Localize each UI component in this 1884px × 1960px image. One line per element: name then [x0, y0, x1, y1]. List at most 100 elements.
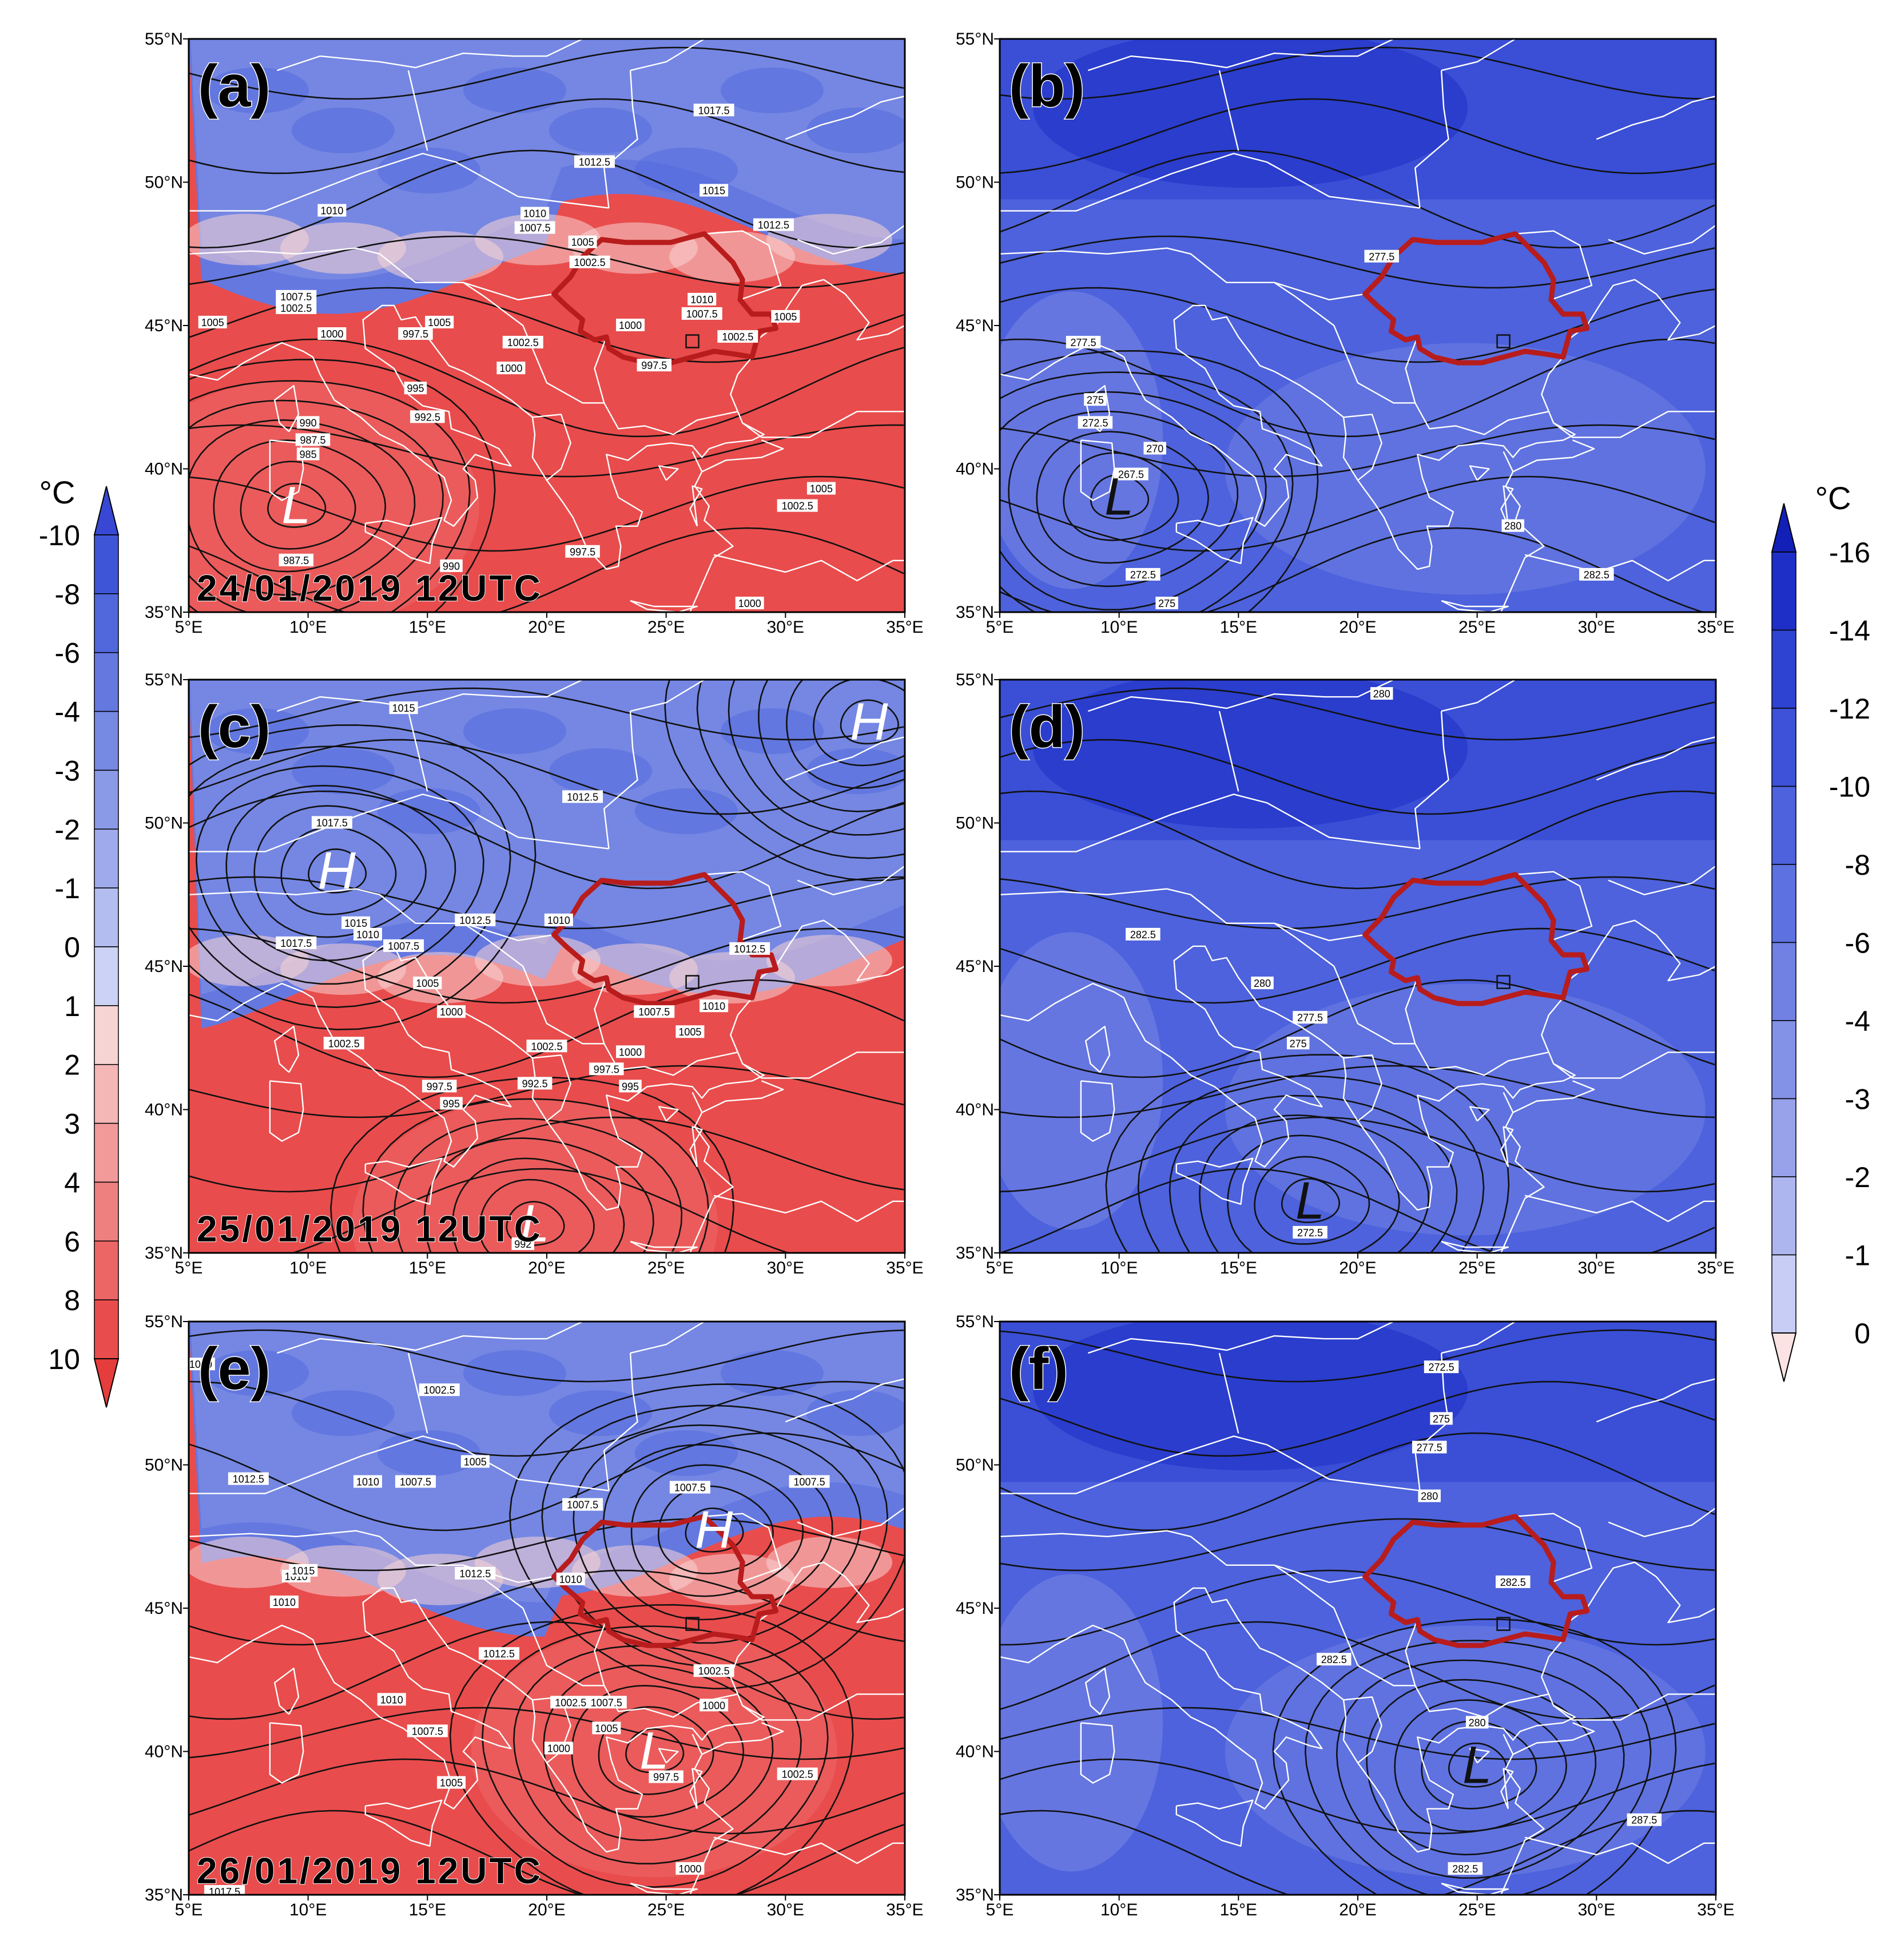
isobar: [625, 1728, 685, 1773]
map-panel-a: 1017.5 1015 1012.5 1012.5 1010 1010 1007.5 1005…: [145, 30, 924, 637]
isobar-label-bg: [687, 292, 717, 305]
isobar: [308, 848, 367, 894]
isobar-label: 1002.5: [555, 1697, 586, 1708]
isobar-label-bg: [440, 559, 463, 572]
station-marker: [1496, 975, 1511, 989]
lon-tick-label: 20°E: [528, 1901, 565, 1919]
isobar: [1336, 1659, 1625, 1879]
isobar-label-bg: [637, 359, 672, 372]
coastline: [1512, 1722, 1595, 1755]
colorbar-end-low: [1771, 503, 1797, 553]
isobar: [1000, 1707, 1715, 1760]
coastline: [189, 1561, 905, 1853]
lat-tick-label: 35°N: [145, 1244, 183, 1263]
milder-region: [1225, 1625, 1706, 1878]
isobar-label-bg: [589, 1062, 624, 1076]
isobar-label-bg: [1126, 568, 1160, 581]
coastline: [1441, 1322, 1516, 1354]
isobar-label: 1002.5: [280, 303, 312, 314]
isobar-label-bg: [693, 104, 734, 117]
isobar: [189, 1432, 904, 1532]
lon-tick-label: 30°E: [767, 1901, 804, 1919]
colorbar-label: 2: [64, 1049, 80, 1081]
coastline: [1343, 1054, 1382, 1122]
isobar-label: 1007.5: [794, 1477, 825, 1488]
colorbar-cell: [94, 711, 119, 771]
coastline: [1000, 919, 1716, 1211]
isobar: [394, 1117, 683, 1253]
isobar-label: 995: [622, 1081, 639, 1092]
coastline: [1175, 517, 1254, 564]
isobar: [1366, 1679, 1597, 1856]
colorbar-cell: [1771, 1176, 1796, 1256]
isobar-label: 277.5: [1417, 1442, 1442, 1453]
warm-core: [352, 1098, 718, 1253]
coastline: [364, 1157, 443, 1205]
lat-tick-label: 40°N: [956, 1743, 994, 1761]
isobar-label-bg: [1579, 568, 1614, 581]
isobar: [451, 1157, 625, 1253]
isobar-label: 272.5: [1130, 569, 1156, 581]
isobar-label: 990: [300, 417, 317, 428]
lat-tick-label: 40°N: [145, 1743, 183, 1761]
coastline: [1515, 230, 1593, 301]
coastline: [603, 70, 638, 208]
coastlines: [1000, 680, 1716, 1253]
isobar: [602, 1443, 833, 1621]
pressure-center-L: L: [1104, 468, 1134, 526]
coastline: [1515, 871, 1593, 942]
lat-tick-label: 50°N: [956, 814, 994, 833]
coastline: [1088, 1322, 1394, 1354]
isobar-label-bg: [693, 1664, 734, 1677]
lon-tick-label: 20°E: [1339, 618, 1376, 637]
coastline: [630, 1882, 698, 1895]
colorbar-cell: [1771, 1020, 1796, 1100]
romania-border: [551, 231, 779, 366]
isobar: [1000, 287, 1715, 363]
colorbar-label: -2: [1845, 1161, 1870, 1193]
isobar-label: 1002.5: [574, 257, 606, 268]
isobar-label: 1010: [320, 205, 343, 217]
coastline: [704, 230, 782, 301]
coastline: [594, 977, 738, 1076]
lon-tick-label: 35°E: [886, 1259, 923, 1277]
colorbar-label: 3: [64, 1108, 80, 1140]
coastline: [1512, 439, 1595, 473]
coastline: [689, 1768, 703, 1810]
isobar-label-bg: [383, 939, 424, 952]
isobar: [1394, 1699, 1568, 1832]
isobar-label: 992.5: [415, 411, 440, 423]
colorbar-label: -4: [55, 696, 80, 728]
coastline: [594, 1619, 738, 1718]
romania-border: [551, 872, 779, 1006]
pressure-center-L: L: [1295, 1172, 1325, 1230]
isobar: [189, 98, 904, 174]
isobar-label-bg: [1430, 1412, 1453, 1425]
coastline: [1218, 70, 1239, 151]
isobar: [1199, 1114, 1430, 1253]
mixing-zone: [189, 1536, 309, 1588]
colorbar-label: 0: [1854, 1318, 1870, 1350]
romania-border: [551, 1514, 779, 1648]
coastline: [713, 554, 905, 582]
isobar-label: 1012.5: [579, 156, 610, 168]
cold-core: [1033, 39, 1468, 188]
coastline: [1524, 554, 1716, 582]
coastline: [603, 711, 638, 849]
isobar: [1000, 98, 1715, 174]
colorbar-end-high: [93, 1358, 120, 1408]
isobar-label-bg: [777, 499, 818, 512]
lon-tick-label: 25°E: [1458, 618, 1496, 637]
colorbar-label: 0: [64, 931, 80, 963]
coastline: [189, 919, 905, 1211]
isobar: [1105, 1054, 1510, 1253]
lat-tick-label: 40°N: [956, 1101, 994, 1120]
colorbar-cell: [94, 593, 119, 653]
isobar-label: 997.5: [570, 546, 595, 558]
colorbar-unit: °C: [1815, 480, 1851, 516]
isobar-label-bg: [1424, 1360, 1459, 1374]
isobar: [189, 1329, 904, 1383]
coastline: [658, 465, 679, 481]
isobar-label-bg: [198, 315, 227, 328]
station-marker: [1496, 1617, 1511, 1631]
